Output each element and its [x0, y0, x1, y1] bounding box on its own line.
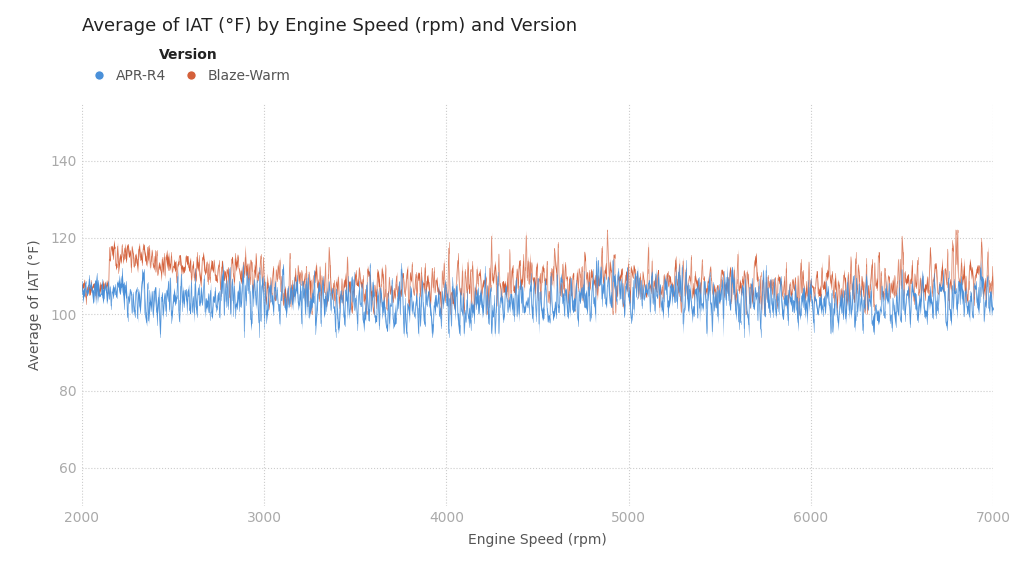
Y-axis label: Average of IAT (°F): Average of IAT (°F) [29, 239, 42, 370]
Text: Average of IAT (°F) by Engine Speed (rpm) and Version: Average of IAT (°F) by Engine Speed (rpm… [82, 17, 578, 35]
X-axis label: Engine Speed (rpm): Engine Speed (rpm) [468, 533, 607, 547]
Legend: APR-R4, Blaze-Warm: APR-R4, Blaze-Warm [80, 42, 296, 88]
